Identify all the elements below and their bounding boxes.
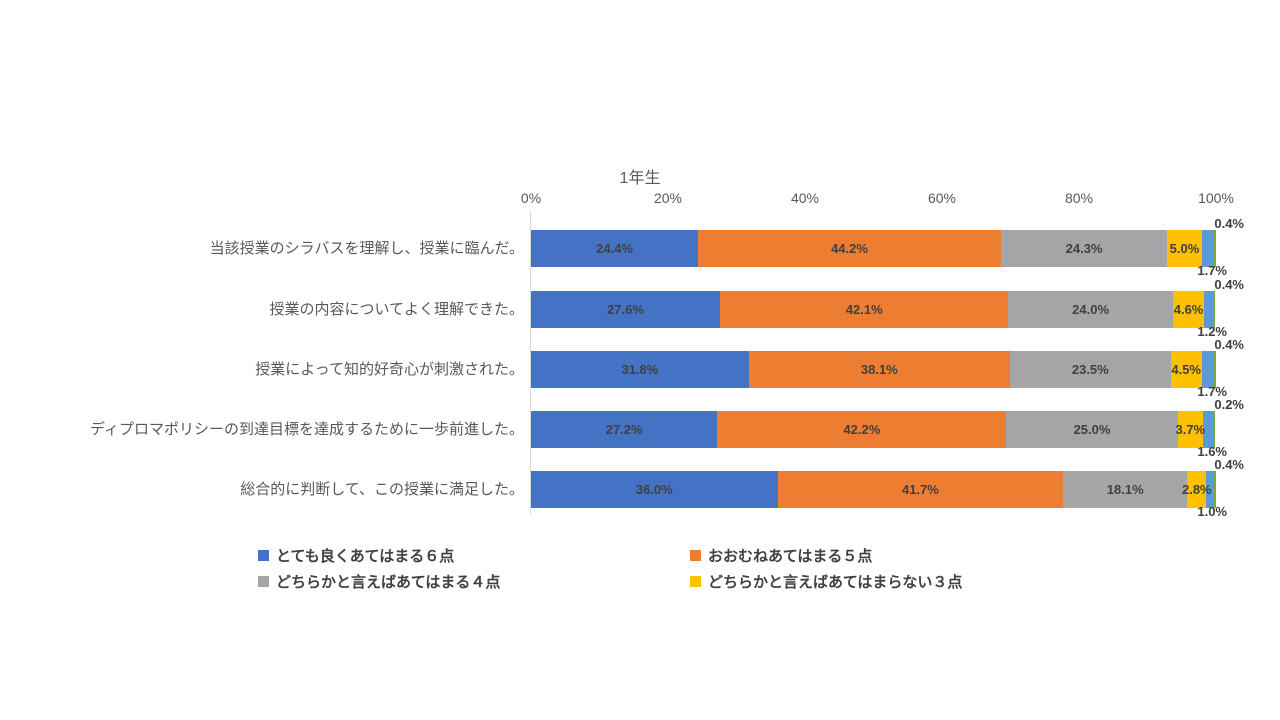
bar-segment: [1213, 411, 1216, 448]
data-label: 23.5%: [1071, 362, 1109, 377]
category-label: 授業の内容についてよく理解できた。: [269, 301, 524, 318]
data-label: 24.4%: [596, 241, 633, 256]
legend-label: どちらかと言えばあてはまらない３点: [708, 573, 963, 591]
bar-segment: [1202, 411, 1214, 448]
data-label: 4.5%: [1171, 362, 1201, 377]
legend-marker-icon: [258, 549, 269, 561]
bar-segment: 24.4%: [531, 230, 699, 267]
bar-segment: 42.2%: [717, 411, 1007, 448]
category-label: 当該授業のシラバスを理解し、授業に臨んだ。: [209, 240, 524, 257]
data-label-outside: 1.7%: [1197, 263, 1227, 278]
bar-segment: [1201, 351, 1214, 388]
legend-marker-icon: [690, 549, 701, 561]
bar-segment: 25.0%: [1006, 411, 1178, 448]
bar-row: 27.2% 42.2% 25.0% 3.7%: [531, 411, 1216, 448]
x-axis-tick: 40%: [790, 190, 820, 206]
data-label-outside: 1.7%: [1197, 384, 1227, 399]
data-label: 42.2%: [843, 422, 881, 437]
data-label: 44.2%: [831, 241, 868, 256]
data-label-outside: 1.0%: [1197, 504, 1227, 519]
data-label: 24.3%: [1065, 241, 1103, 256]
x-axis-tick: 80%: [1064, 190, 1094, 206]
data-label-outside: 0.2%: [1214, 397, 1244, 412]
category-label: ディプロマポリシーの到達目標を達成するために一歩前進した。: [90, 421, 524, 438]
bar-segment: 18.1%: [1063, 471, 1188, 508]
data-label: 18.1%: [1106, 482, 1144, 497]
category-label: 総合的に判断して、この授業に満足した。: [240, 481, 524, 498]
x-axis-tick: 60%: [927, 190, 957, 206]
chart-title: 1年生: [619, 170, 661, 187]
data-label-outside: 0.4%: [1214, 216, 1244, 231]
legend-marker-icon: [258, 575, 269, 587]
legend-item: おおむねあてはまる５点: [690, 546, 873, 565]
category-label: 授業によって知的好奇心が刺激された。: [255, 361, 524, 378]
data-label: 41.7%: [901, 482, 939, 497]
legend-label: とても良くあてはまる６点: [276, 547, 455, 565]
bar-segment: 27.6%: [531, 291, 721, 328]
bar-segment: 4.5%: [1170, 351, 1202, 388]
x-axis-tick: 20%: [653, 190, 683, 206]
x-axis-tick: 100%: [1198, 190, 1234, 206]
bar-row: 31.8% 38.1% 23.5% 4.5%: [531, 351, 1216, 388]
x-axis-tick: 0%: [520, 190, 542, 206]
bar-segment: [1213, 351, 1216, 388]
bar-segment: 5.0%: [1167, 230, 1202, 267]
bar-segment: [1204, 291, 1213, 328]
data-label: 36.0%: [635, 482, 673, 497]
data-label-outside: 0.4%: [1214, 457, 1244, 472]
bar-segment: 27.2%: [531, 411, 718, 448]
bar-segment: 38.1%: [748, 351, 1010, 388]
bar-row: 24.4% 44.2% 24.3% 5.0%: [531, 230, 1216, 267]
data-label: 27.6%: [607, 302, 644, 317]
bar-segment: 4.6%: [1172, 291, 1205, 328]
bar-segment: 23.5%: [1009, 351, 1171, 388]
data-label-outside: 0.4%: [1214, 337, 1244, 352]
legend-label: どちらかと言えばあてはまる４点: [276, 573, 501, 591]
legend-marker-icon: [690, 575, 701, 587]
data-label: 25.0%: [1073, 422, 1111, 437]
bar-segment: 42.1%: [720, 291, 1009, 328]
data-label: 42.1%: [845, 302, 883, 317]
bar-segment: 24.0%: [1008, 291, 1173, 328]
bar-row: 36.0% 41.7% 18.1% 2.8%: [531, 471, 1216, 508]
bar-segment: 3.7%: [1175, 411, 1206, 448]
legend-item: とても良くあてはまる６点: [258, 546, 455, 565]
data-label-outside: 0.4%: [1214, 277, 1244, 292]
bar-segment: 41.7%: [777, 471, 1064, 508]
data-label: 38.1%: [860, 362, 898, 377]
legend-label: おおむねあてはまる５点: [708, 547, 873, 565]
data-label-outside: 1.6%: [1197, 444, 1227, 459]
bar-segment: [1213, 471, 1216, 508]
data-label: 4.6%: [1173, 302, 1204, 317]
bar-segment: 31.8%: [531, 351, 749, 388]
bar-segment: [1213, 230, 1216, 267]
bar-segment: 24.3%: [1000, 230, 1168, 267]
bar-segment: 44.2%: [698, 230, 1001, 267]
category-axis-line: [530, 211, 531, 514]
data-label: 27.2%: [605, 422, 643, 437]
data-label: 3.7%: [1175, 422, 1206, 437]
data-label: 31.8%: [621, 362, 659, 377]
bar-segment: [1206, 471, 1214, 508]
bar-segment: 36.0%: [531, 471, 778, 508]
legend-item: どちらかと言えばあてはまる４点: [258, 572, 501, 591]
bar-segment: [1212, 291, 1216, 328]
bar-row: 27.6% 42.1% 24.0% 4.6%: [531, 291, 1216, 328]
data-label-outside: 1.2%: [1197, 324, 1227, 339]
data-label: 5.0%: [1169, 241, 1200, 256]
bar-segment: [1201, 230, 1214, 267]
bar-segment: 2.8%: [1182, 471, 1212, 508]
data-label: 24.0%: [1072, 302, 1110, 317]
legend-item: どちらかと言えばあてはまらない３点: [690, 572, 963, 591]
data-label: 2.8%: [1181, 482, 1212, 497]
